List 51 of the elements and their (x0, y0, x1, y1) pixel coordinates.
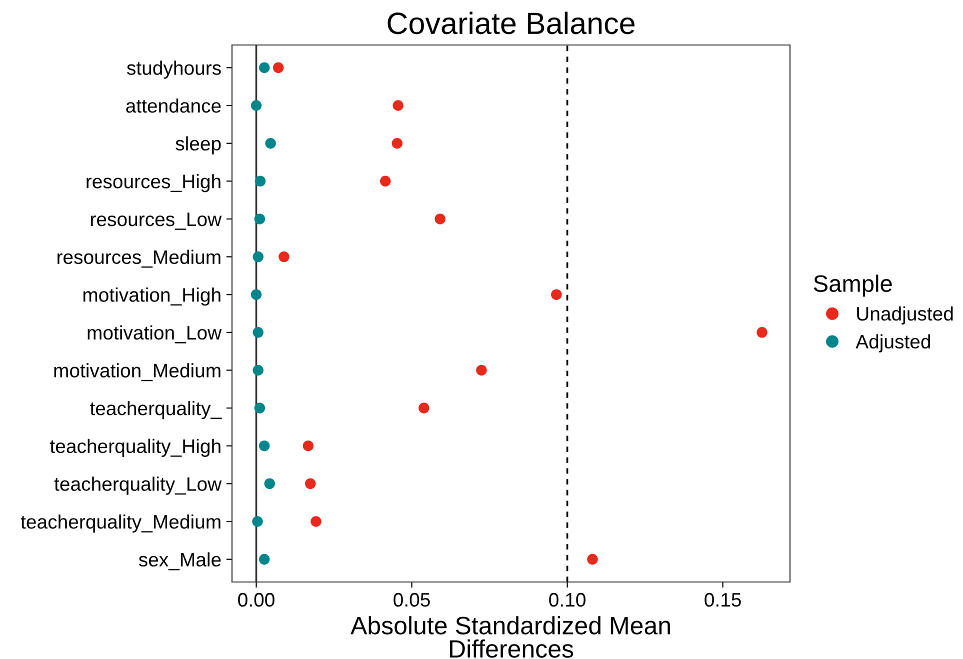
y-tick-label: teacherquality_Low (54, 476, 222, 495)
point (252, 327, 264, 338)
y-tick-label: teacherquality_ (90, 400, 222, 420)
y-tick-label: teacherquality_Medium (20, 514, 220, 533)
point (380, 176, 391, 187)
x-tick-label: 0.15 (704, 592, 741, 607)
x-tick-label: 0.10 (549, 592, 586, 607)
point (258, 440, 270, 452)
point (278, 251, 290, 262)
point (587, 554, 598, 565)
point (756, 327, 768, 338)
y-tick-label: attendance (126, 98, 221, 113)
point (254, 402, 266, 414)
point (272, 62, 284, 74)
point (252, 516, 263, 527)
y-tick-label: motivation_High (83, 288, 220, 306)
point (551, 289, 562, 300)
point (265, 138, 276, 149)
point (310, 516, 322, 527)
legend-title: Sample (814, 274, 892, 297)
x-axis-title: Absolute Standardized Mean Differences (350, 616, 670, 658)
y-tick-label: resources_Medium (58, 250, 220, 268)
point (392, 138, 403, 149)
point (392, 100, 404, 111)
legend-label: Adjusted (856, 334, 930, 352)
y-tick-label: studyhours (127, 60, 221, 79)
legend-label: Unadjusted (857, 306, 953, 325)
point (476, 364, 487, 376)
point (305, 478, 316, 490)
y-tick-label: sex_Male (138, 552, 221, 570)
point (434, 214, 446, 224)
point (250, 100, 262, 111)
y-tick-label: resources_Low (91, 212, 222, 230)
y-tick-label: motivation_Medium (54, 363, 220, 382)
point (264, 478, 276, 490)
point (254, 176, 266, 187)
point (250, 289, 262, 300)
point (252, 251, 264, 262)
y-tick-label: sleep (176, 136, 221, 154)
y-tick-label: resources_High (86, 174, 220, 192)
point (252, 364, 264, 376)
y-tick-label: motivation_Low (88, 325, 222, 344)
y-tick-label: teacherquality_High (50, 438, 220, 457)
point (254, 214, 266, 224)
point (258, 62, 270, 74)
chart-title: Covariate Balance (388, 12, 634, 34)
point (258, 554, 270, 565)
point (302, 440, 314, 452)
x-tick-label: 0.05 (394, 592, 430, 607)
x-tick-label: 0.00 (238, 592, 274, 607)
point (418, 402, 430, 414)
